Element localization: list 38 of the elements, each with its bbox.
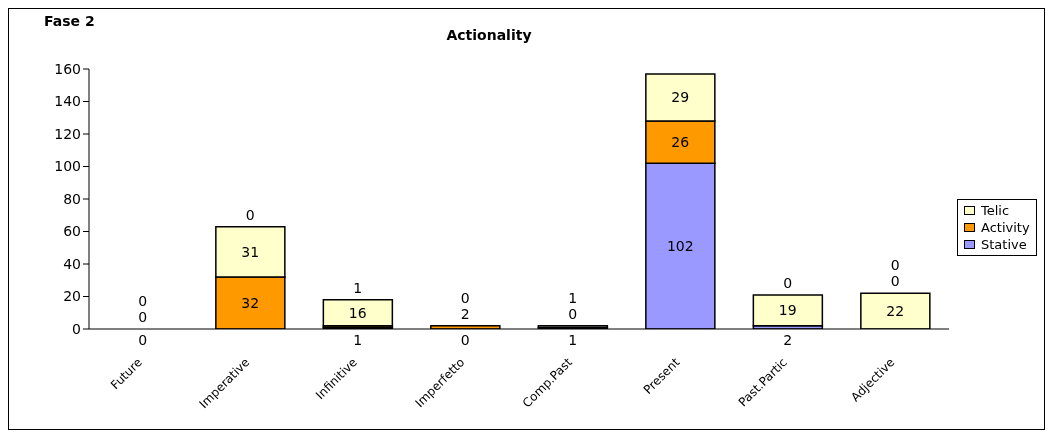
data-label: 1 [353,279,363,296]
y-tick-label: 140 [54,93,81,110]
y-tick-label: 20 [63,288,81,305]
data-label: 19 [778,302,797,319]
y-tick-label: 100 [54,158,81,175]
data-label: 2 [460,305,470,322]
y-tick-label: 60 [63,223,81,240]
chart-title: Actionality [446,27,532,43]
data-label: 31 [241,243,260,260]
data-label: 102 [666,238,694,255]
y-tick-label: 40 [63,255,81,272]
data-label: 0 [138,309,148,325]
data-label: 0 [890,257,900,274]
data-label: 2 [783,332,793,348]
y-tick-label: 120 [54,125,81,142]
data-label: 1 [353,332,363,348]
data-label: 16 [348,304,367,321]
data-label: 0 [138,332,148,348]
data-label: 0 [890,273,900,290]
data-label: 0 [783,274,793,291]
data-label: 26 [671,134,690,151]
text: Fase 2 [44,13,95,29]
data-label: 1 [568,332,578,348]
legend-label: Telic [981,202,1010,219]
y-tick-label: 0 [72,320,81,337]
y-tick-label: 80 [63,190,81,207]
data-label: 0 [245,206,255,223]
data-label: 1 [568,289,578,306]
data-label: 0 [460,332,470,348]
data-label: 29 [671,89,690,106]
legend-label: Stative [981,236,1027,253]
data-label: 32 [241,295,260,311]
data-label: 22 [886,303,905,320]
data-label: 0 [460,289,470,306]
y-tick-label: 160 [54,60,81,77]
legend-label: Activity [981,219,1030,236]
data-label: 0 [138,293,148,309]
data-label: 0 [568,305,578,322]
